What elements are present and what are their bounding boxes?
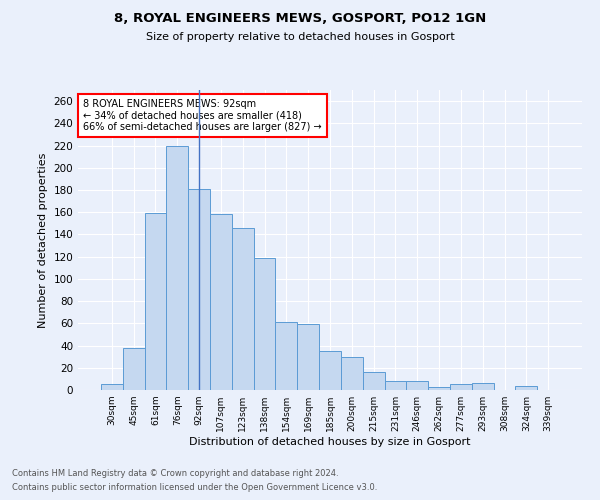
Bar (406, 381, 428, 390)
Text: 8 ROYAL ENGINEERS MEWS: 92sqm
← 34% of detached houses are smaller (418)
66% of : 8 ROYAL ENGINEERS MEWS: 92sqm ← 34% of d… (83, 99, 322, 132)
Text: 8, ROYAL ENGINEERS MEWS, GOSPORT, PO12 1GN: 8, ROYAL ENGINEERS MEWS, GOSPORT, PO12 1… (114, 12, 486, 26)
Bar (319, 351, 341, 390)
Text: Contains public sector information licensed under the Open Government Licence v3: Contains public sector information licen… (12, 484, 377, 492)
Bar (210, 214, 232, 390)
Bar (166, 146, 188, 390)
Bar (341, 356, 363, 390)
Bar (101, 384, 123, 390)
Bar (515, 386, 537, 390)
Bar (428, 386, 450, 390)
Bar (232, 228, 254, 390)
Bar (297, 324, 319, 390)
Bar (385, 381, 406, 390)
Bar (254, 258, 275, 390)
Bar (275, 322, 297, 390)
Bar (145, 214, 166, 390)
Bar (472, 384, 494, 390)
Text: Contains HM Land Registry data © Crown copyright and database right 2024.: Contains HM Land Registry data © Crown c… (12, 468, 338, 477)
Y-axis label: Number of detached properties: Number of detached properties (38, 152, 48, 328)
Text: Size of property relative to detached houses in Gosport: Size of property relative to detached ho… (146, 32, 454, 42)
Bar (188, 189, 210, 390)
Bar (450, 384, 472, 390)
Bar (363, 372, 385, 390)
Bar (123, 348, 145, 390)
X-axis label: Distribution of detached houses by size in Gosport: Distribution of detached houses by size … (189, 437, 471, 447)
